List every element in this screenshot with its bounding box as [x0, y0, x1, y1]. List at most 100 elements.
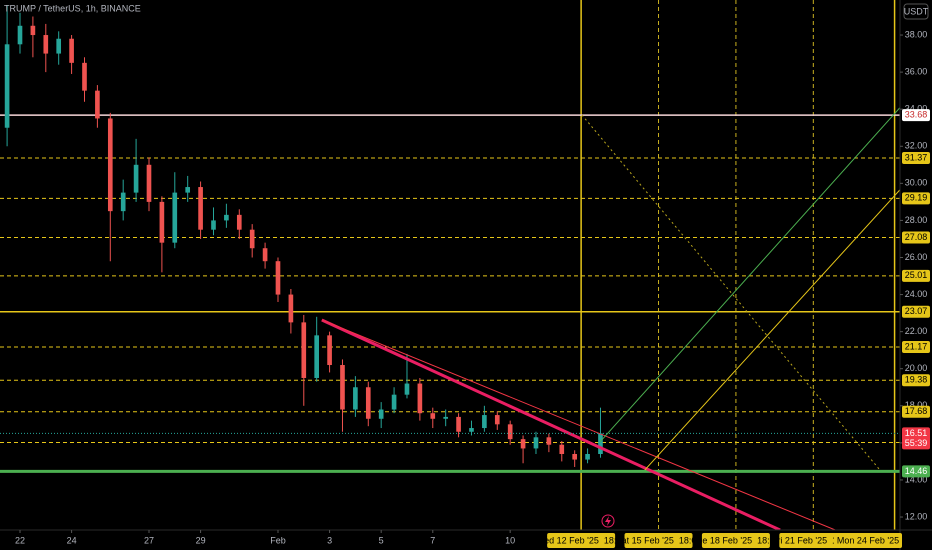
candle-body	[559, 444, 565, 454]
trend-line	[599, 107, 900, 443]
x-tick-label: 3	[327, 535, 332, 545]
candle-body	[69, 38, 74, 63]
candle-body	[430, 413, 436, 419]
time-marker-label: Wed 12 Feb '25 18:00	[536, 535, 627, 545]
y-tick-label: 30.00	[905, 178, 928, 188]
y-tick-label: 34.00	[905, 104, 928, 114]
candle-body	[340, 365, 345, 410]
candle-body	[262, 248, 268, 262]
candle-body	[507, 424, 513, 440]
time-marker-label: Mon 24 Feb '25	[837, 535, 899, 545]
level-label-box	[902, 231, 930, 244]
time-marker-label: Fri 21 Feb '25 18:00	[772, 535, 855, 545]
level-label: 14.46	[905, 466, 928, 476]
x-tick-label: 7	[430, 535, 435, 545]
candle-body	[404, 383, 410, 395]
level-label: 29.19	[905, 193, 928, 203]
candle-body	[146, 164, 152, 202]
x-tick-label: 10	[505, 535, 515, 545]
last-price-box	[902, 427, 930, 450]
candle-body	[520, 439, 526, 449]
candle-body	[314, 335, 320, 378]
x-tick-label: 29	[196, 535, 206, 545]
level-label: 27.08	[905, 232, 928, 242]
candle-body	[494, 415, 500, 425]
y-tick-label: 24.00	[905, 289, 928, 299]
y-tick-label: 18.00	[905, 400, 928, 410]
x-tick-label: Feb	[270, 535, 286, 545]
level-label: 31.37	[905, 152, 928, 162]
trend-line	[321, 318, 781, 530]
time-marker-box	[834, 533, 902, 548]
level-label-box	[902, 192, 930, 205]
time-marker-box	[547, 533, 616, 548]
y-tick-label: 26.00	[905, 252, 928, 262]
time-marker-box	[779, 533, 848, 548]
candle-body	[236, 214, 242, 230]
level-label-box	[902, 305, 930, 318]
plot-area	[0, 0, 900, 530]
candle-body	[301, 322, 307, 378]
candle-body	[56, 38, 62, 54]
level-label-box	[902, 109, 930, 122]
candle-body	[249, 229, 255, 249]
candle-body	[443, 416, 449, 419]
countdown: 55:39	[905, 438, 928, 448]
level-label-box	[902, 269, 930, 282]
candle-body	[120, 192, 126, 212]
trend-line	[581, 114, 881, 471]
candle-body	[107, 118, 113, 212]
candle-body	[572, 453, 577, 460]
y-tick-label: 12.00	[905, 511, 928, 521]
candle-body	[288, 294, 294, 323]
candle-body	[159, 201, 165, 243]
y-tick-label: 38.00	[905, 29, 928, 39]
x-tick-label: 27	[144, 535, 154, 545]
level-label: 25.01	[905, 270, 928, 280]
time-marker-box	[624, 533, 693, 548]
alert-icon[interactable]	[601, 514, 615, 528]
trend-line	[644, 189, 900, 471]
candle-body	[185, 187, 191, 193]
time-marker-label: Tue 18 Feb '25 18:00	[692, 535, 779, 545]
candle-body	[417, 383, 423, 414]
axes: 12.0014.0016.0018.0020.0022.0024.0026.00…	[15, 29, 930, 548]
currency-box[interactable]	[903, 3, 929, 20]
candle-body	[224, 214, 229, 221]
level-label-box	[902, 405, 930, 418]
last-price-label: 16.51	[905, 428, 928, 438]
candle-body	[546, 437, 552, 445]
y-tick-label: 36.00	[905, 66, 928, 76]
candle-body	[353, 387, 358, 410]
candle-body	[17, 25, 23, 45]
chart-title: TRUMP / TetherUS, 1h, BINANCE	[4, 3, 141, 13]
candle-body	[82, 62, 87, 91]
y-tick-label: 14.00	[905, 474, 928, 484]
level-label: 17.68	[905, 406, 928, 416]
candle-body	[469, 428, 474, 432]
level-label: 21.17	[905, 341, 928, 351]
candle-body	[533, 437, 539, 449]
y-tick-label: 20.00	[905, 363, 928, 373]
candle-body	[133, 164, 139, 193]
candle-body	[43, 35, 49, 54]
x-tick-label: 24	[67, 535, 77, 545]
candle-body	[456, 416, 461, 432]
level-label-box	[902, 151, 930, 164]
x-tick-label: 22	[15, 535, 25, 545]
candle-body	[211, 220, 216, 230]
candle-body	[198, 187, 203, 230]
level-label: 33.68	[905, 109, 928, 119]
candle-body	[95, 90, 100, 119]
level-label-box	[902, 465, 930, 478]
candle-body	[327, 335, 332, 366]
candle-body	[391, 394, 397, 410]
candle-body	[172, 192, 178, 243]
time-marker-label: Sat 15 Feb '25 18:00	[616, 535, 702, 545]
candle-body	[4, 44, 10, 128]
candle-body	[275, 261, 281, 295]
trend-line	[321, 319, 836, 530]
level-label: 19.38	[905, 375, 928, 385]
